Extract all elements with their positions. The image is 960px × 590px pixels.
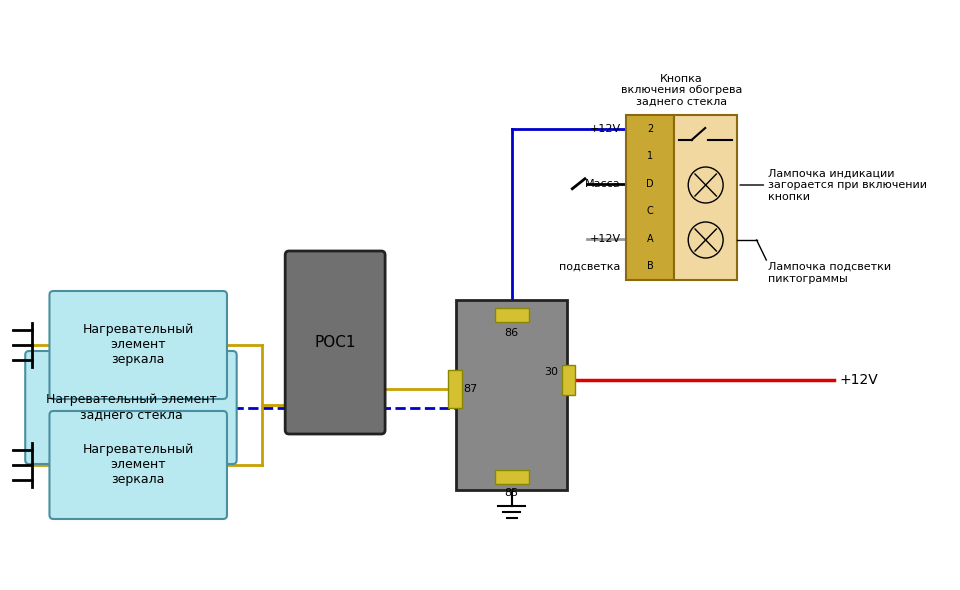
Text: 2: 2 (647, 124, 653, 134)
Text: 87: 87 (464, 384, 478, 394)
Text: A: A (647, 234, 653, 244)
Text: Масса: Масса (586, 179, 621, 189)
Text: 86: 86 (505, 328, 518, 338)
FancyBboxPatch shape (50, 411, 227, 519)
Text: Лампочка индикации
загорается при включении
кнопки: Лампочка индикации загорается при включе… (768, 168, 927, 202)
Text: РОС1: РОС1 (314, 335, 356, 350)
Bar (494, 308, 529, 322)
Text: Лампочка подсветки
пиктограммы: Лампочка подсветки пиктограммы (768, 262, 892, 284)
Text: подсветка: подсветка (560, 261, 621, 271)
Bar (626, 115, 674, 280)
Text: Нагревательный
элемент
зеркала: Нагревательный элемент зеркала (83, 323, 194, 366)
Text: B: B (646, 261, 653, 271)
Circle shape (688, 222, 723, 258)
Text: 30: 30 (543, 367, 558, 377)
Bar (674, 115, 737, 280)
Bar (562, 365, 575, 395)
Text: Кнопка
включения обогрева
заднего стекла: Кнопка включения обогрева заднего стекла (621, 74, 742, 107)
Bar (448, 370, 462, 408)
FancyBboxPatch shape (285, 251, 385, 434)
Text: 1: 1 (647, 151, 653, 161)
Text: C: C (646, 206, 653, 217)
Text: Нагревательный элемент
заднего стекла: Нагревательный элемент заднего стекла (45, 394, 216, 421)
Bar (456, 300, 567, 490)
FancyBboxPatch shape (50, 291, 227, 399)
Text: +12V: +12V (589, 234, 621, 244)
Text: Нагревательный
элемент
зеркала: Нагревательный элемент зеркала (83, 444, 194, 487)
Text: D: D (646, 179, 654, 189)
Text: +12V: +12V (589, 124, 621, 134)
Text: +12V: +12V (839, 373, 877, 387)
Bar (494, 470, 529, 484)
Text: 85: 85 (505, 488, 518, 498)
FancyBboxPatch shape (25, 351, 237, 464)
Circle shape (688, 167, 723, 203)
